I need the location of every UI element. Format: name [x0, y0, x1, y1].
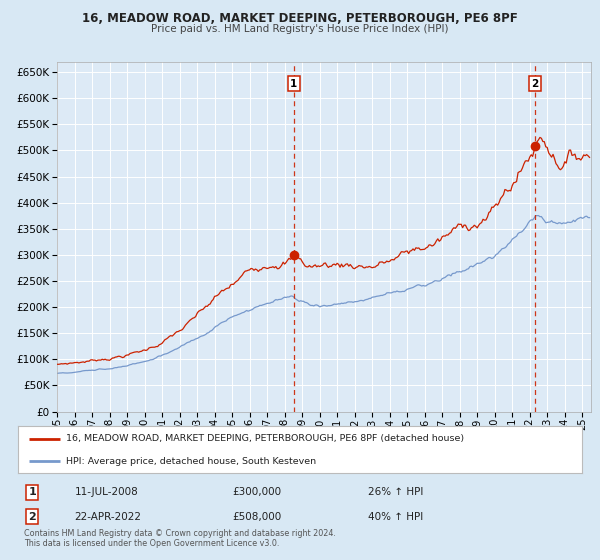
Text: £508,000: £508,000	[232, 512, 281, 521]
Text: 16, MEADOW ROAD, MARKET DEEPING, PETERBOROUGH, PE6 8PF (detached house): 16, MEADOW ROAD, MARKET DEEPING, PETERBO…	[66, 435, 464, 444]
Text: 22-APR-2022: 22-APR-2022	[74, 512, 142, 521]
Text: Price paid vs. HM Land Registry's House Price Index (HPI): Price paid vs. HM Land Registry's House …	[151, 24, 449, 34]
Text: 2: 2	[532, 78, 539, 88]
Text: 40% ↑ HPI: 40% ↑ HPI	[368, 512, 423, 521]
Text: 11-JUL-2008: 11-JUL-2008	[74, 487, 138, 497]
Text: £300,000: £300,000	[232, 487, 281, 497]
Text: 1: 1	[290, 78, 298, 88]
Text: 2: 2	[28, 512, 36, 521]
Text: 1: 1	[28, 487, 36, 497]
Text: HPI: Average price, detached house, South Kesteven: HPI: Average price, detached house, Sout…	[66, 457, 316, 466]
Text: Contains HM Land Registry data © Crown copyright and database right 2024.
This d: Contains HM Land Registry data © Crown c…	[23, 529, 335, 548]
Text: 26% ↑ HPI: 26% ↑ HPI	[368, 487, 423, 497]
Text: 16, MEADOW ROAD, MARKET DEEPING, PETERBOROUGH, PE6 8PF: 16, MEADOW ROAD, MARKET DEEPING, PETERBO…	[82, 12, 518, 25]
